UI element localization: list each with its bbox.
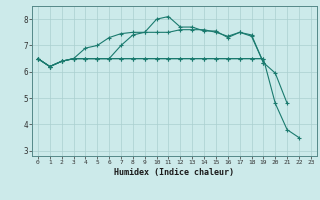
X-axis label: Humidex (Indice chaleur): Humidex (Indice chaleur) — [115, 168, 234, 177]
